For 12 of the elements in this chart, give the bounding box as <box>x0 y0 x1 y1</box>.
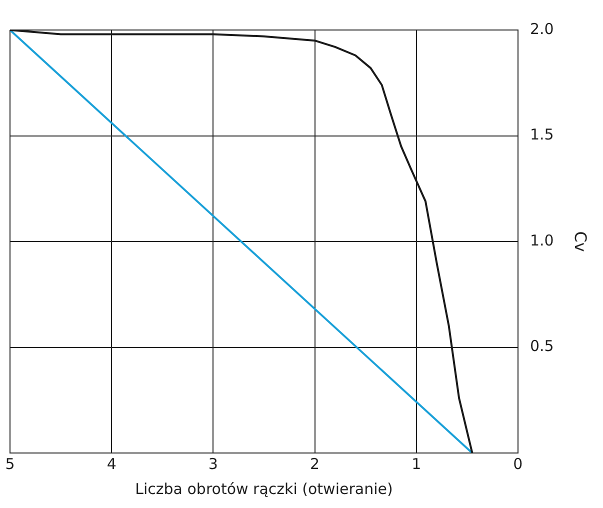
x-tick-label: 1 <box>412 454 422 473</box>
y-tick-label: 1.0 <box>530 231 554 250</box>
y-tick-label: 0.5 <box>530 337 554 356</box>
x-tick-label: 2 <box>310 454 320 473</box>
x-tick-label: 0 <box>513 454 523 473</box>
y-axis-title: Cv <box>571 231 590 252</box>
y-tick-label: 1.5 <box>530 126 554 144</box>
y-tick-label: 2.0 <box>530 20 554 38</box>
x-tick-label: 5 <box>5 454 15 473</box>
x-tick-label: 3 <box>208 454 218 473</box>
x-axis-title: Liczba obrotów rączki (otwieranie) <box>135 480 393 498</box>
x-tick-label: 4 <box>106 454 116 473</box>
